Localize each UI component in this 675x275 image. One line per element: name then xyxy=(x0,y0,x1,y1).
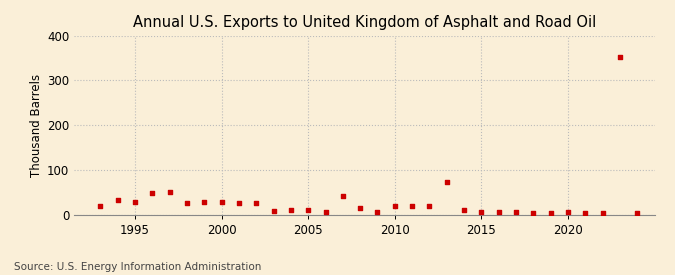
Point xyxy=(372,210,383,214)
Point xyxy=(511,210,522,214)
Point xyxy=(251,201,262,205)
Y-axis label: Thousand Barrels: Thousand Barrels xyxy=(30,73,43,177)
Point xyxy=(268,209,279,214)
Point xyxy=(338,194,348,198)
Point xyxy=(441,180,452,184)
Point xyxy=(216,200,227,205)
Point xyxy=(528,211,539,215)
Point xyxy=(580,211,591,215)
Point xyxy=(130,200,140,205)
Point xyxy=(355,206,366,210)
Point xyxy=(407,204,418,209)
Point xyxy=(147,191,158,195)
Text: Source: U.S. Energy Information Administration: Source: U.S. Energy Information Administ… xyxy=(14,262,261,272)
Point xyxy=(112,198,123,202)
Point xyxy=(164,190,175,194)
Point xyxy=(199,199,210,204)
Point xyxy=(182,201,192,205)
Point xyxy=(493,210,504,214)
Point xyxy=(632,211,643,215)
Point xyxy=(320,210,331,214)
Point xyxy=(389,204,400,208)
Title: Annual U.S. Exports to United Kingdom of Asphalt and Road Oil: Annual U.S. Exports to United Kingdom of… xyxy=(133,15,596,31)
Point xyxy=(95,204,106,209)
Point xyxy=(303,208,314,213)
Point xyxy=(286,208,296,213)
Point xyxy=(234,201,244,205)
Point xyxy=(563,210,574,214)
Point xyxy=(459,208,470,213)
Point xyxy=(424,204,435,209)
Point xyxy=(597,211,608,215)
Point xyxy=(476,210,487,214)
Point xyxy=(545,211,556,215)
Point xyxy=(615,55,626,59)
